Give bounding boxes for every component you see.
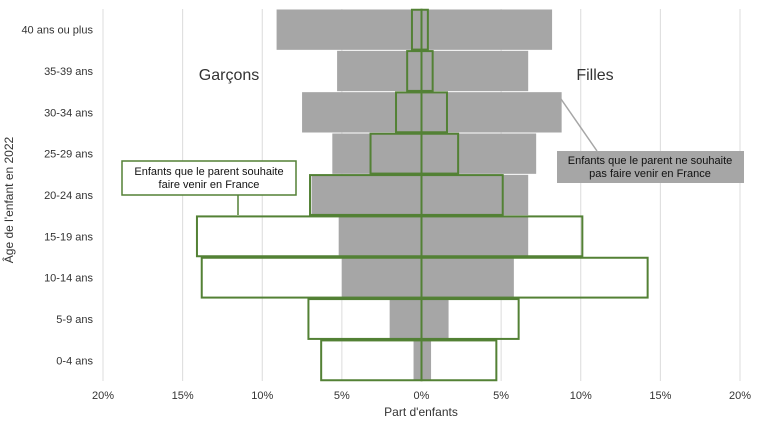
bar-filled-girls bbox=[421, 340, 432, 381]
right-group-label: Filles bbox=[576, 67, 613, 84]
x-tick-label: 10% bbox=[251, 390, 273, 402]
bar-filled-boys bbox=[311, 174, 422, 216]
category-label: 5-9 ans bbox=[56, 314, 93, 326]
x-tick-label: 20% bbox=[92, 390, 114, 402]
x-tick-label: 20% bbox=[729, 390, 751, 402]
x-tick-label: 15% bbox=[172, 390, 194, 402]
x-axis-label: Part d'enfants bbox=[384, 405, 458, 419]
x-tick-label: 10% bbox=[570, 390, 592, 402]
category-label: 0-4 ans bbox=[56, 355, 93, 367]
callout-outline-box bbox=[121, 160, 297, 196]
bar-filled-boys bbox=[332, 133, 422, 174]
category-label: 35-39 ans bbox=[44, 66, 93, 78]
x-tick-labels: 20% 15% 10% 5% 0% 5% 10% 15% 20% bbox=[92, 390, 751, 402]
callout-filled-text: Enfants que le parent ne souhaite pas fai… bbox=[568, 155, 733, 180]
x-tick-label: 5% bbox=[334, 390, 350, 402]
bar-filled-boys bbox=[338, 216, 422, 257]
category-label: 30-34 ans bbox=[44, 107, 93, 119]
bar-filled-girls bbox=[421, 174, 529, 216]
bar-filled-boys bbox=[389, 298, 422, 340]
bar-filled-girls bbox=[421, 216, 529, 257]
filled-bars bbox=[276, 9, 562, 381]
x-tick-label: 15% bbox=[649, 390, 671, 402]
callout-outline-text: Enfants que le parent souhaite faire veni… bbox=[134, 166, 283, 191]
category-label: 15-19 ans bbox=[44, 231, 93, 243]
category-label: 20-24 ans bbox=[44, 190, 93, 202]
bar-filled-girls bbox=[421, 133, 537, 174]
bar-filled-boys bbox=[302, 92, 422, 133]
callout-filled: Enfants que le parent ne souhaite pas fai… bbox=[557, 98, 744, 183]
bar-filled-girls bbox=[421, 298, 449, 340]
bar-outline-boys bbox=[320, 339, 423, 382]
bar-filled-boys bbox=[337, 50, 422, 92]
bar-outline-girls bbox=[420, 339, 498, 382]
category-label: 40 ans ou plus bbox=[21, 25, 93, 37]
y-axis-label: Âge de l'enfant en 2022 bbox=[1, 136, 16, 263]
left-group-label: Garçons bbox=[199, 67, 259, 84]
bar-filled-girls bbox=[421, 9, 553, 50]
callout-filled-leader bbox=[560, 98, 598, 152]
bar-filled-girls bbox=[421, 92, 562, 133]
bar-filled-boys bbox=[276, 9, 422, 50]
category-labels: 0-4 ans 5-9 ans 10-14 ans 15-19 ans 20-24 an… bbox=[21, 25, 93, 368]
x-tick-label: 5% bbox=[493, 390, 509, 402]
category-label: 25-29 ans bbox=[44, 149, 93, 161]
category-label: 10-14 ans bbox=[44, 273, 93, 285]
bar-filled-boys bbox=[413, 340, 422, 381]
callout-outline: Enfants que le parent souhaite faire veni… bbox=[121, 160, 297, 215]
x-tick-label: 0% bbox=[414, 390, 430, 402]
bar-filled-boys bbox=[341, 257, 422, 298]
callout-filled-box bbox=[557, 151, 744, 183]
bar-filled-girls bbox=[421, 50, 529, 92]
bar-filled-girls bbox=[421, 257, 514, 298]
